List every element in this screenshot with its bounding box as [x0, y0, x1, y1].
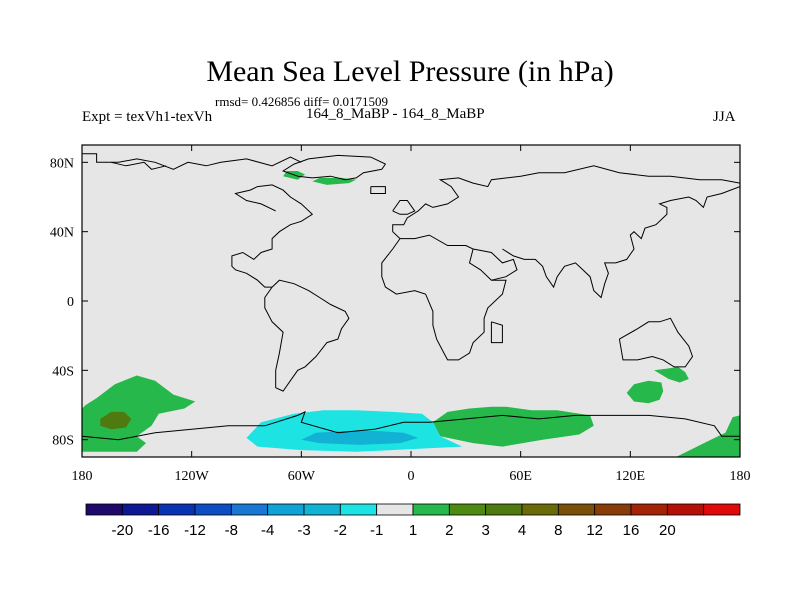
colorbar-label: -12: [184, 522, 206, 539]
anomaly-south-indian-positive-a: [654, 366, 689, 383]
colorbar-label: -8: [225, 522, 238, 539]
anomaly-antarctic-positive-east: [676, 415, 740, 457]
colorbar-swatch: [121, 503, 160, 516]
colorbar-swatch: [339, 503, 378, 516]
coastline-13: [82, 410, 740, 441]
lon-tick-label: 120E: [616, 469, 646, 484]
coastline-5: [264, 279, 350, 392]
lat-tick-label: 80N: [50, 156, 74, 171]
colorbar-label: -20: [111, 522, 133, 539]
lon-tick-label: 180: [730, 469, 751, 484]
coastline-11: [392, 200, 416, 215]
colorbar-swatch: [485, 503, 523, 516]
colorbar-label: -2: [334, 522, 347, 539]
lon-tick-label: 60E: [509, 469, 532, 484]
anomaly-antarctic-positive-center: [432, 406, 594, 447]
colorbar-label: 16: [623, 522, 640, 539]
colorbar-label: 20: [659, 522, 676, 539]
lon-tick-label: 0: [408, 469, 415, 484]
lon-tick-label: 180: [72, 469, 93, 484]
colorbar-label: -16: [148, 522, 170, 539]
lat-tick-label: 80S: [52, 434, 74, 449]
lat-tick-label: 40N: [50, 226, 74, 241]
colorbar-swatch: [85, 503, 123, 516]
coastline-3: [231, 184, 314, 288]
pressure-anomaly-layer: [82, 171, 740, 457]
colorbar-label: -4: [261, 522, 274, 539]
coastline-6: [392, 165, 740, 239]
period-subtitle: 164_8_MaBP - 164_8_MaBP: [306, 106, 485, 122]
axis-ticks: 180 120W 60W 0 60E 120E 180 80N 40N 0 40S 80S: [50, 145, 751, 484]
coastline-4: [234, 186, 276, 212]
season-label: JJA: [713, 109, 736, 125]
colorbar-swatch: [303, 503, 341, 516]
colorbar-swatch: [557, 503, 596, 516]
colorbar-label: 2: [445, 522, 453, 539]
coastline-10: [502, 186, 740, 299]
coastline-8: [490, 321, 503, 344]
colorbar-label: 3: [481, 522, 489, 539]
anomaly-south-pacific-core: [100, 411, 132, 430]
colorbar: -20 -16 -12 -8 -4 -3 -2 -1 1 2 3 4 8 12 16 20: [85, 503, 741, 539]
colorbar-label: 4: [518, 522, 526, 539]
colorbar-swatch: [448, 503, 487, 516]
colorbar-label: 8: [554, 522, 562, 539]
colorbar-swatch: [158, 503, 196, 516]
map-background: [82, 145, 740, 457]
coastline-9: [473, 248, 518, 281]
colorbar-label: 12: [586, 522, 603, 539]
colorbar-swatch: [630, 503, 668, 516]
lat-tick-label: 40S: [52, 364, 74, 379]
coastline-2: [111, 161, 167, 170]
colorbar-swatch: [412, 503, 450, 516]
colorbar-swatch: [521, 503, 559, 516]
colorbar-label: -1: [370, 522, 383, 539]
plot-title: Mean Sea Level Pressure (in hPa): [206, 55, 614, 88]
anomaly-antarctic-negative-core: [301, 431, 419, 445]
lon-tick-label: 60W: [288, 469, 316, 484]
rmsd-diff-stats: rmsd= 0.426856 diff= 0.0171509: [215, 94, 388, 109]
coastline-7: [381, 234, 507, 361]
anomaly-south-pacific-positive: [82, 375, 196, 452]
coastline-12: [618, 317, 694, 368]
experiment-label: Expt = texVh1-texVh: [82, 109, 213, 125]
lat-tick-label: 0: [67, 295, 74, 310]
colorbar-swatch: [594, 503, 632, 516]
colorbar-swatch: [194, 503, 232, 516]
colorbar-swatch: [703, 503, 741, 516]
coastline-layer: [82, 153, 740, 441]
anomaly-south-indian-positive-b: [626, 380, 664, 404]
lon-tick-label: 120W: [175, 469, 210, 484]
colorbar-label: 1: [409, 522, 417, 539]
colorbar-label: -3: [297, 522, 310, 539]
coastline-1: [82, 153, 302, 170]
coastline-14: [370, 186, 386, 194]
colorbar-swatch: [666, 503, 705, 516]
colorbar-swatch: [230, 503, 269, 516]
colorbar-swatch: [267, 503, 305, 516]
coastline-0: [281, 154, 387, 181]
colorbar-swatch: [376, 503, 414, 516]
